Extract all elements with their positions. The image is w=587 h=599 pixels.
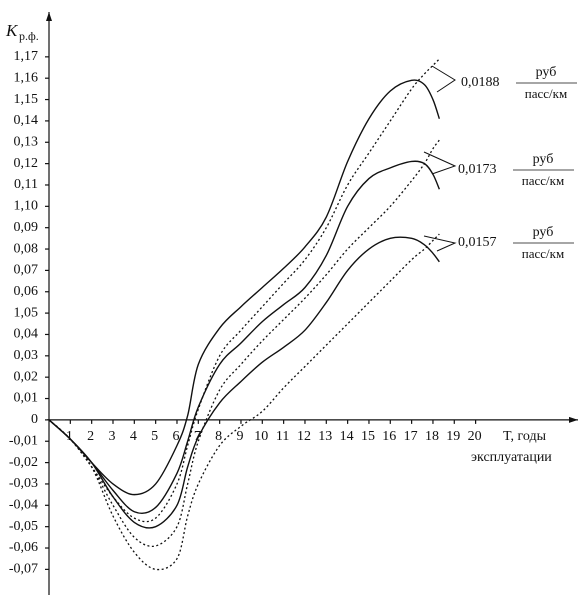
- annotation-bracket: [423, 235, 457, 252]
- y-tick-label: -0,07: [9, 562, 38, 577]
- x-tick-label: 12: [297, 429, 311, 444]
- y-tick-label: 1,10: [14, 199, 39, 214]
- y-tick-label: 0,04: [14, 327, 39, 342]
- x-axis-label: эксплуатации: [471, 450, 552, 465]
- x-tick-label: 4: [130, 429, 137, 444]
- y-tick-label: -0,01: [9, 433, 38, 448]
- y-tick-label: 0: [31, 412, 38, 427]
- y-tick-label: 0,11: [14, 177, 38, 192]
- x-tick-label: 20: [468, 429, 482, 444]
- annotation-value: 0,0188: [461, 75, 500, 90]
- line-series: [48, 139, 440, 547]
- x-tick-label: 19: [446, 429, 460, 444]
- line-series: [48, 236, 440, 529]
- annotation-unit-bottom: пасс/км: [522, 246, 564, 261]
- x-tick-label: 17: [404, 429, 418, 444]
- line-series: [48, 79, 441, 496]
- y-tick-label: 0,13: [14, 134, 39, 149]
- x-tick-label: 7: [194, 429, 201, 444]
- x-tick-label: 9: [236, 429, 243, 444]
- x-tick-label: 1: [66, 429, 73, 444]
- x-tick-label: 3: [108, 429, 115, 444]
- y-tick-label: 0,14: [14, 113, 39, 128]
- y-tick-label: 0,01: [14, 391, 39, 406]
- x-tick-label: 14: [340, 429, 354, 444]
- x-tick-label: 16: [382, 429, 396, 444]
- y-tick-label: 1,05: [14, 305, 39, 320]
- annotation-unit-top: руб: [533, 225, 554, 240]
- y-tick-label: -0,02: [9, 455, 38, 470]
- annotation-unit-top: руб: [536, 65, 557, 80]
- x-tick-label: 13: [318, 429, 332, 444]
- annotation-bracket: [431, 65, 456, 93]
- y-axis-label-sub: р.ф.: [19, 29, 39, 43]
- y-tick-label: 1,16: [14, 70, 39, 85]
- y-tick-label: -0,06: [9, 540, 38, 555]
- annotation-unit-top: руб: [533, 152, 554, 167]
- x-axis-label: T, годы: [503, 429, 547, 444]
- x-tick-label: 10: [254, 429, 268, 444]
- y-axis-arrow: [46, 12, 52, 21]
- y-tick-label: -0,03: [9, 476, 38, 491]
- annotation-bracket: [423, 151, 457, 175]
- y-tick-label: 0,12: [14, 156, 39, 171]
- y-tick-label: 0,09: [14, 220, 39, 235]
- y-tick-label: 0,08: [14, 241, 39, 256]
- y-tick-label: 1,15: [14, 92, 39, 107]
- x-tick-label: 6: [172, 429, 179, 444]
- annotation-value: 0,0173: [458, 162, 497, 177]
- x-tick-label: 5: [151, 429, 158, 444]
- annotation-unit-bottom: пасс/км: [522, 173, 564, 188]
- line-series: [48, 58, 440, 523]
- x-tick-label: 18: [425, 429, 439, 444]
- y-axis-label: K: [5, 21, 19, 40]
- line-series: [48, 160, 440, 515]
- y-tick-label: -0,05: [9, 519, 38, 534]
- y-tick-label: 0,02: [14, 369, 39, 384]
- line-series: [48, 233, 440, 571]
- y-tick-label: 0,07: [14, 263, 39, 278]
- x-tick-label: 8: [215, 429, 222, 444]
- x-axis-arrow: [569, 416, 578, 423]
- y-tick-label: 0,06: [14, 284, 39, 299]
- x-tick-label: 11: [276, 429, 289, 444]
- annotation-value: 0,0157: [458, 235, 497, 250]
- annotation-unit-bottom: пасс/км: [525, 86, 567, 101]
- y-tick-label: 1,17: [14, 49, 39, 64]
- y-tick-label: 0,03: [14, 348, 39, 363]
- x-tick-label: 15: [361, 429, 375, 444]
- y-tick-label: -0,04: [9, 498, 38, 513]
- x-tick-label: 2: [87, 429, 94, 444]
